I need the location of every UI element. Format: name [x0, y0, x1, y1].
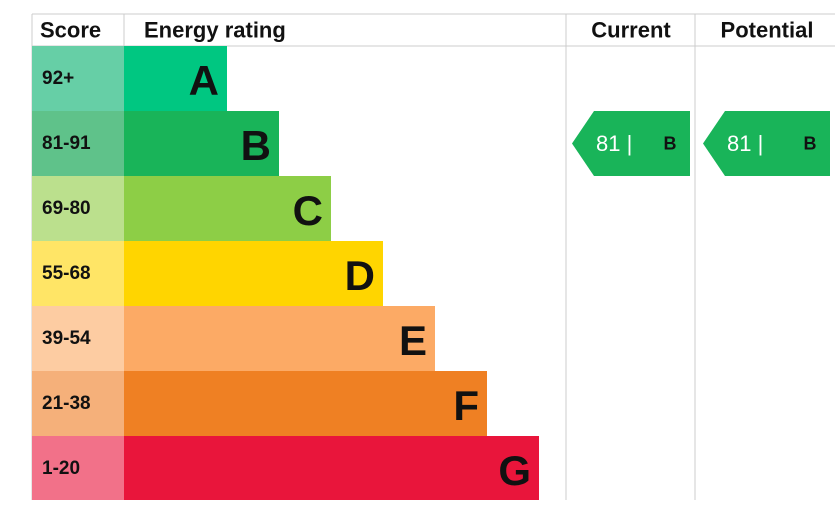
- score-cell: [32, 176, 124, 241]
- score-cell: [32, 111, 124, 176]
- band-letter: G: [498, 447, 531, 494]
- band-letter: F: [453, 382, 479, 429]
- rating-bar: [124, 306, 435, 371]
- band-letter: B: [241, 122, 271, 169]
- band-letter: E: [399, 317, 427, 364]
- potential-band: B: [804, 134, 817, 154]
- score-cell: [32, 241, 124, 306]
- score-label: 1-20: [42, 458, 80, 479]
- score-label: 92+: [42, 68, 74, 89]
- band-letter: D: [345, 252, 375, 299]
- rating-bar: [124, 241, 383, 306]
- score-label: 21-38: [42, 393, 91, 414]
- current-value: 81 |: [596, 131, 632, 156]
- rating-bar: [124, 371, 487, 436]
- potential-arrow: [703, 111, 830, 176]
- header-current: Current: [591, 18, 671, 43]
- current-arrow: [572, 111, 690, 176]
- score-label: 81-91: [42, 133, 91, 154]
- rating-bar: [124, 111, 279, 176]
- score-label: 55-68: [42, 263, 91, 284]
- score-label: 69-80: [42, 198, 91, 219]
- potential-value: 81 |: [727, 131, 763, 156]
- band-letter: A: [189, 57, 219, 104]
- header-score: Score: [40, 18, 101, 43]
- score-cell: [32, 46, 124, 111]
- rating-bar: [124, 436, 539, 501]
- header-potential: Potential: [721, 18, 814, 43]
- score-cell: [32, 306, 124, 371]
- score-cell: [32, 436, 124, 501]
- rating-bar: [124, 46, 227, 111]
- rating-bar: [124, 176, 331, 241]
- score-label: 39-54: [42, 328, 91, 349]
- band-letter: C: [293, 187, 323, 234]
- header-rating: Energy rating: [144, 18, 286, 43]
- current-band: B: [664, 134, 677, 154]
- score-cell: [32, 371, 124, 436]
